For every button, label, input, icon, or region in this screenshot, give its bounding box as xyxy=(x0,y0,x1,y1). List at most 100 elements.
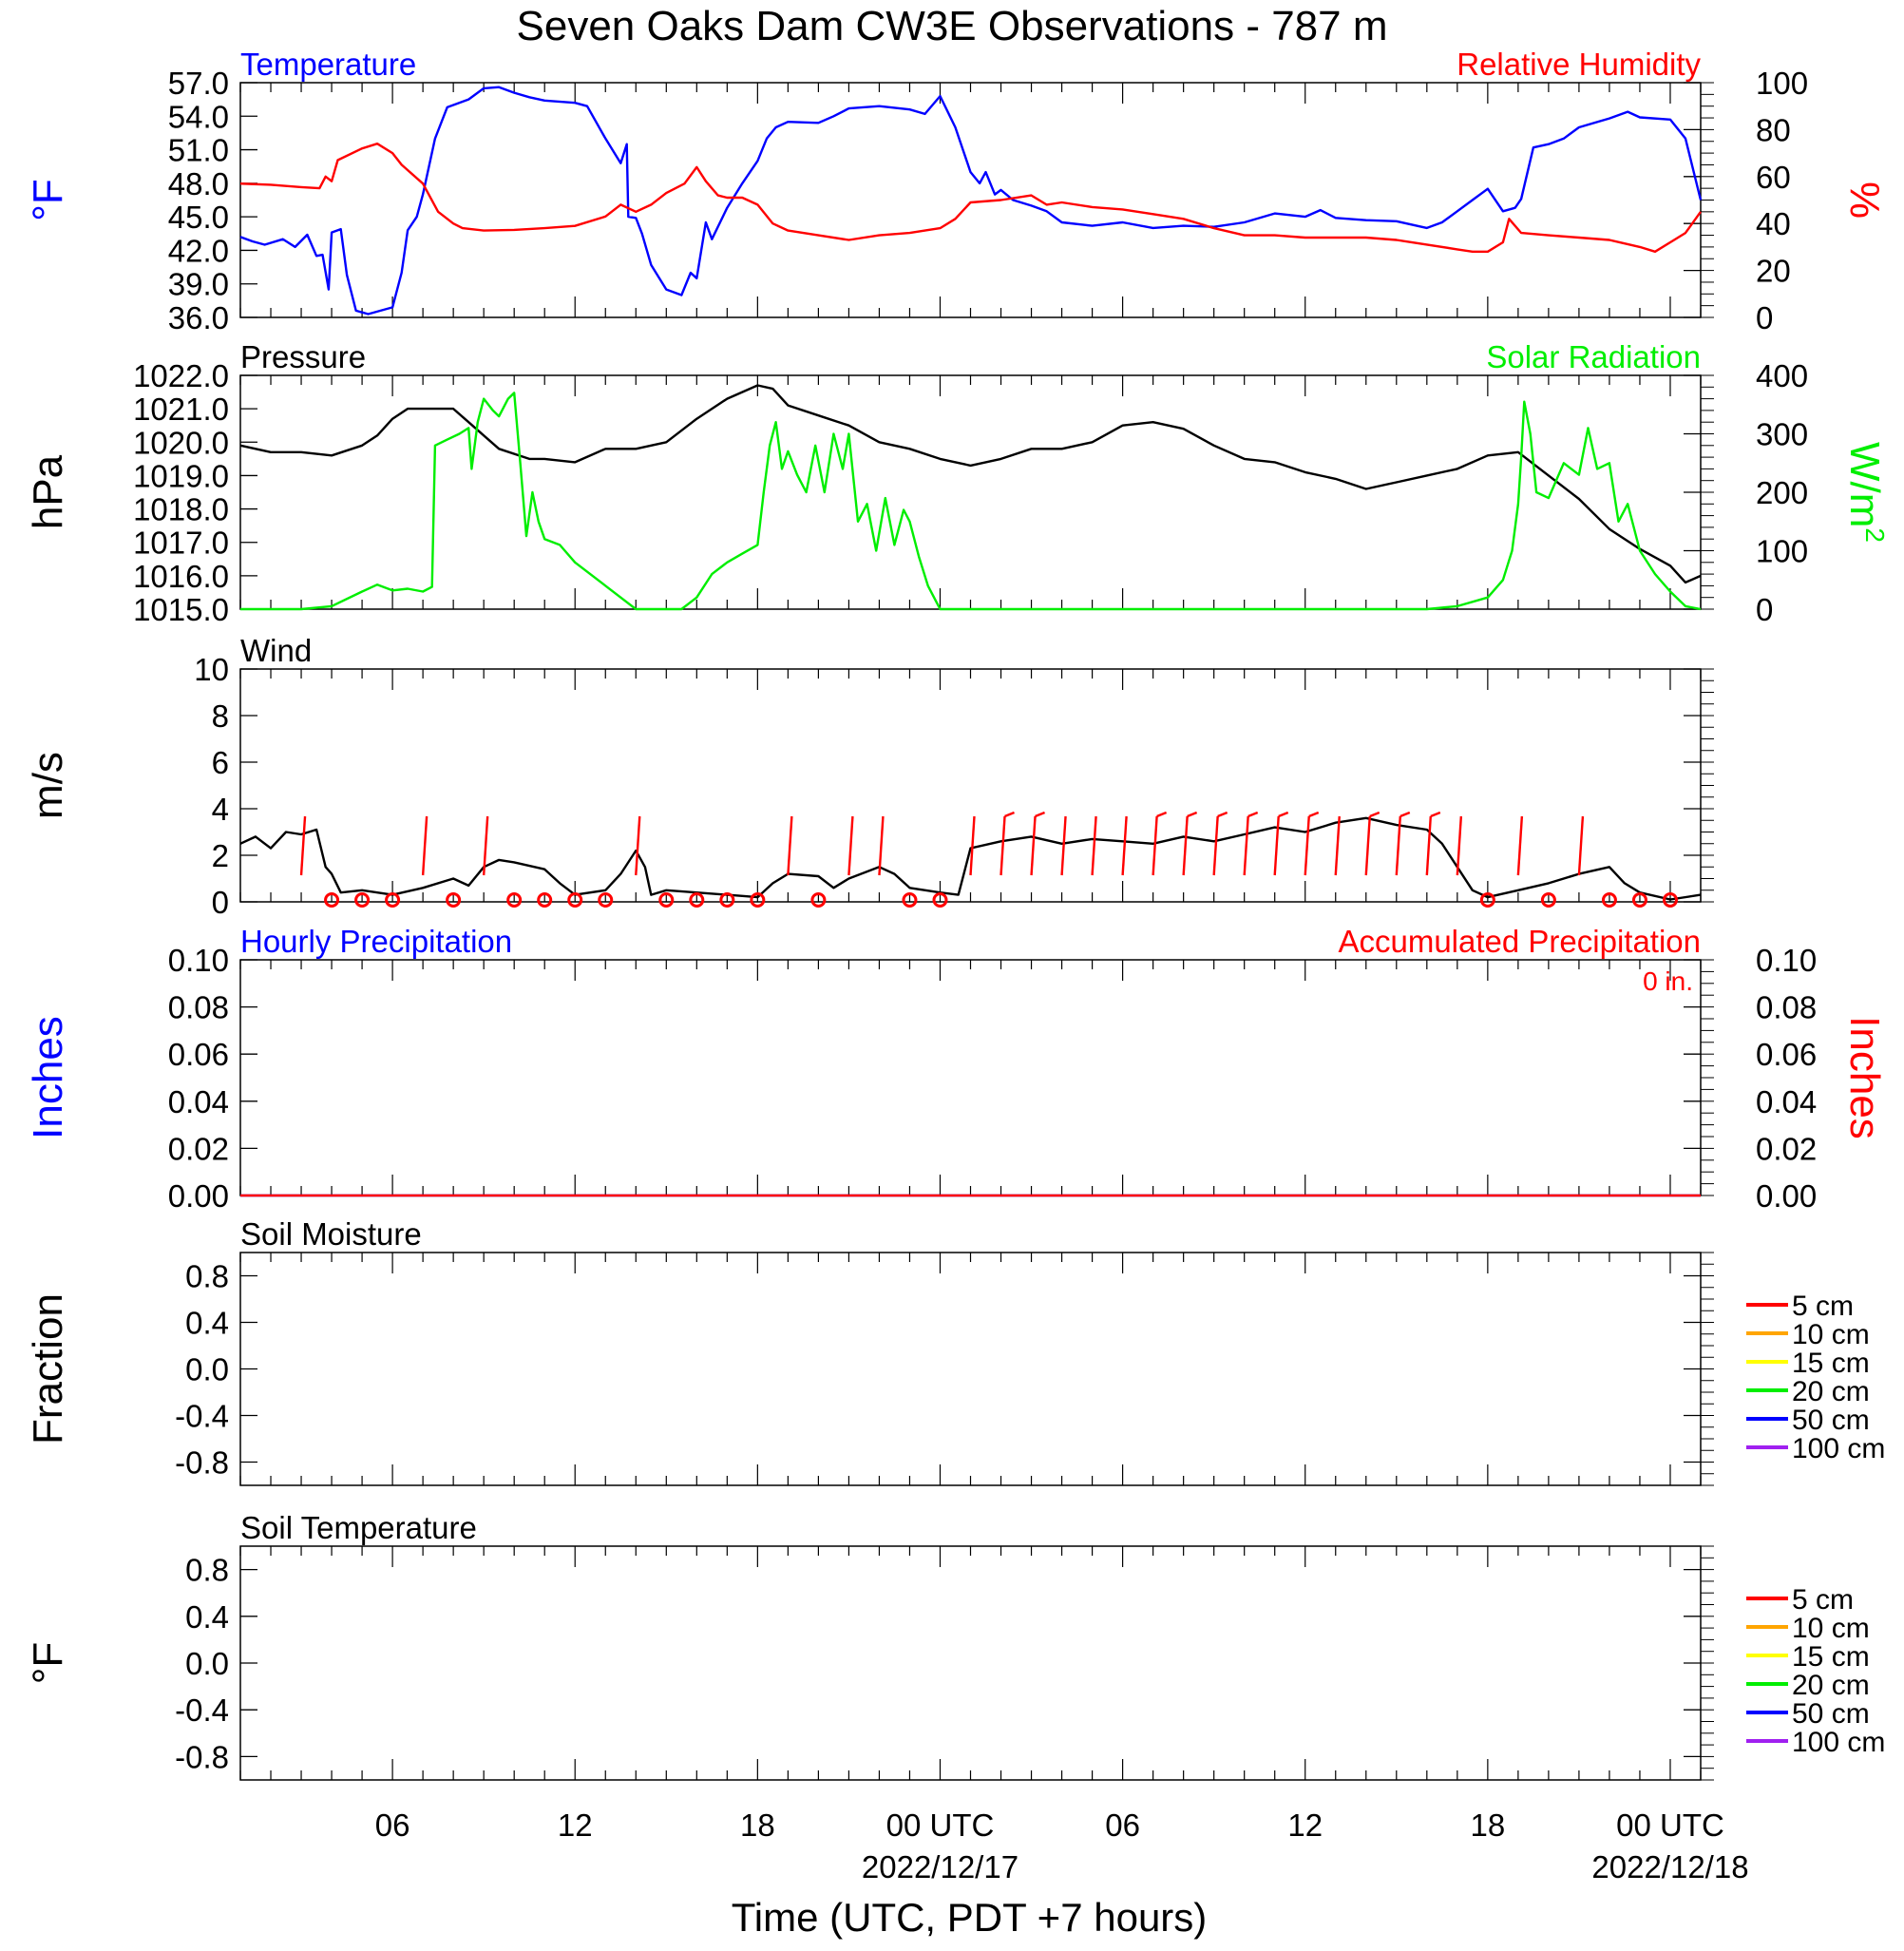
y-tick-label: 0.10 xyxy=(168,943,229,978)
y-axis-label-right: W/m2 xyxy=(1841,442,1890,543)
wind-barb-calm xyxy=(598,892,614,908)
y-right-tick-label: 40 xyxy=(1756,206,1791,241)
legend-label: 20 cm xyxy=(1792,1670,1870,1701)
y-axis-label-left: Fraction xyxy=(25,1293,71,1444)
wind-barb-staff xyxy=(1091,815,1097,876)
series-line-temperature xyxy=(239,86,1703,316)
wind-barb-calm xyxy=(446,892,462,908)
y-tick-label: 1017.0 xyxy=(133,526,229,561)
wind-barb-staff xyxy=(1000,815,1006,876)
wind-barb-calm xyxy=(1662,892,1678,908)
x-tick-label: 06 xyxy=(1105,1808,1140,1843)
time-axis-labels: 06 12 18 00 UTC 06 12 18 00 UTC 2022/12/17 2022/1… xyxy=(375,1808,1749,1884)
y-axis-label-left: m/s xyxy=(25,752,71,819)
wind-barb-staff xyxy=(847,815,854,876)
figure-title: Seven Oaks Dam CW3E Observations - 787 m xyxy=(517,3,1388,49)
wind-barb-staff xyxy=(878,815,885,876)
x-tick-label: 18 xyxy=(740,1808,775,1843)
wind-barb-staff xyxy=(482,815,489,876)
wind-barb-staff xyxy=(1304,815,1310,876)
y-tick-label: 0.4 xyxy=(185,1599,229,1635)
y-right-tick-label: 100 xyxy=(1756,534,1808,569)
y-tick-label: 1020.0 xyxy=(133,425,229,460)
y-tick-label: 0.02 xyxy=(168,1131,229,1166)
legend-label: 20 cm xyxy=(1792,1376,1870,1407)
y-tick-label: -0.8 xyxy=(175,1445,229,1481)
y-tick-label: 6 xyxy=(212,745,229,780)
wind-barb-calm xyxy=(567,892,583,908)
y-tick-label: 51.0 xyxy=(168,133,229,168)
y-axis-label-left: °F xyxy=(25,179,71,220)
wind-barb-calm xyxy=(354,892,371,908)
wind-barb-staff xyxy=(1334,815,1341,876)
wind-barb-staff xyxy=(1152,815,1158,876)
panel-annotation: 0 in. xyxy=(1643,966,1693,996)
y-right-tick-label: 20 xyxy=(1756,254,1791,289)
wind-barb-staff xyxy=(1030,815,1037,876)
wind-barb-calm xyxy=(1631,892,1647,908)
wind-barb-calm xyxy=(689,892,705,908)
x-date-label: 2022/12/17 xyxy=(862,1849,1019,1884)
wind-barb-feather xyxy=(1430,811,1441,818)
panels-group: 36.039.042.045.048.051.054.057.002040608… xyxy=(25,47,1890,1781)
legend-label: 50 cm xyxy=(1792,1698,1870,1730)
wind-barb-feather xyxy=(1187,811,1198,818)
wind-barb-calm xyxy=(506,892,523,908)
y-tick-label: 4 xyxy=(212,792,229,827)
panel-title-right: Relative Humidity xyxy=(1457,47,1701,82)
y-right-tick-label: 60 xyxy=(1756,160,1791,195)
wind-barb-staff xyxy=(1516,815,1524,876)
y-tick-label: 8 xyxy=(212,698,229,734)
y-right-tick-label: 0.00 xyxy=(1756,1178,1817,1214)
wind-barb-staff xyxy=(299,815,307,876)
wind-barb-calm xyxy=(658,892,675,908)
wind-barb-calm xyxy=(1601,892,1617,908)
y-tick-label: 0.0 xyxy=(185,1352,229,1387)
y-tick-label: 0.8 xyxy=(185,1259,229,1294)
series-line-pressure xyxy=(239,384,1702,584)
wind-barb-feather xyxy=(1004,811,1015,818)
x-tick-label: 06 xyxy=(375,1808,410,1843)
panel-wind: 0 2 4 6 8 10 Wind m/s xyxy=(25,633,1714,920)
wind-barb-feather xyxy=(1156,811,1168,818)
y-tick-label: 1016.0 xyxy=(133,559,229,594)
y-axis-label-left: Inches xyxy=(25,1016,71,1139)
legend-label: 15 cm xyxy=(1792,1348,1870,1379)
y-tick-label: -0.4 xyxy=(175,1399,229,1434)
panel-title-left: Soil Moisture xyxy=(240,1216,422,1252)
series-line-solar-radiation xyxy=(240,392,1702,611)
y-axis-label-left: hPa xyxy=(25,454,71,529)
x-tick-label: 12 xyxy=(558,1808,593,1843)
y-tick-label: 54.0 xyxy=(168,99,229,134)
wind-barb-staff xyxy=(1212,815,1219,876)
panel-title-left: Wind xyxy=(240,633,312,668)
wind-barb-staff xyxy=(421,815,428,876)
wind-barb-staff xyxy=(1577,815,1585,876)
x-date-label: 2022/12/18 xyxy=(1591,1849,1748,1884)
y-axis-label-superscript: 2 xyxy=(1860,527,1890,543)
y-tick-label: 36.0 xyxy=(168,300,229,335)
y-tick-label: 1019.0 xyxy=(133,458,229,493)
series-line-wind xyxy=(239,816,1702,901)
legend-label: 15 cm xyxy=(1792,1641,1870,1673)
y-tick-label: 0 xyxy=(212,885,229,920)
wind-barb-feather xyxy=(1247,811,1259,818)
wind-barb-calm xyxy=(810,892,827,908)
y-tick-label: -0.8 xyxy=(175,1739,229,1774)
y-axis-label-right: % xyxy=(1841,182,1888,219)
wind-barb-calm xyxy=(902,892,918,908)
x-tick-label: 00 UTC xyxy=(886,1808,995,1843)
y-tick-label: 1018.0 xyxy=(133,492,229,527)
y-tick-label: 0.0 xyxy=(185,1646,229,1681)
legend-label: 5 cm xyxy=(1792,1584,1854,1616)
y-axis-label-left: °F xyxy=(25,1642,71,1684)
panel-title-left: Pressure xyxy=(240,339,366,374)
wind-barb-staff xyxy=(1273,815,1280,876)
panel-soil_moist: -0.8 -0.4 0.0 0.4 0.8 Soil Moisture Fraction 5 … xyxy=(25,1216,1885,1486)
y-tick-label: 10 xyxy=(194,652,229,687)
y-tick-label: 0.08 xyxy=(168,990,229,1025)
y-right-tick-label: 80 xyxy=(1756,112,1791,147)
